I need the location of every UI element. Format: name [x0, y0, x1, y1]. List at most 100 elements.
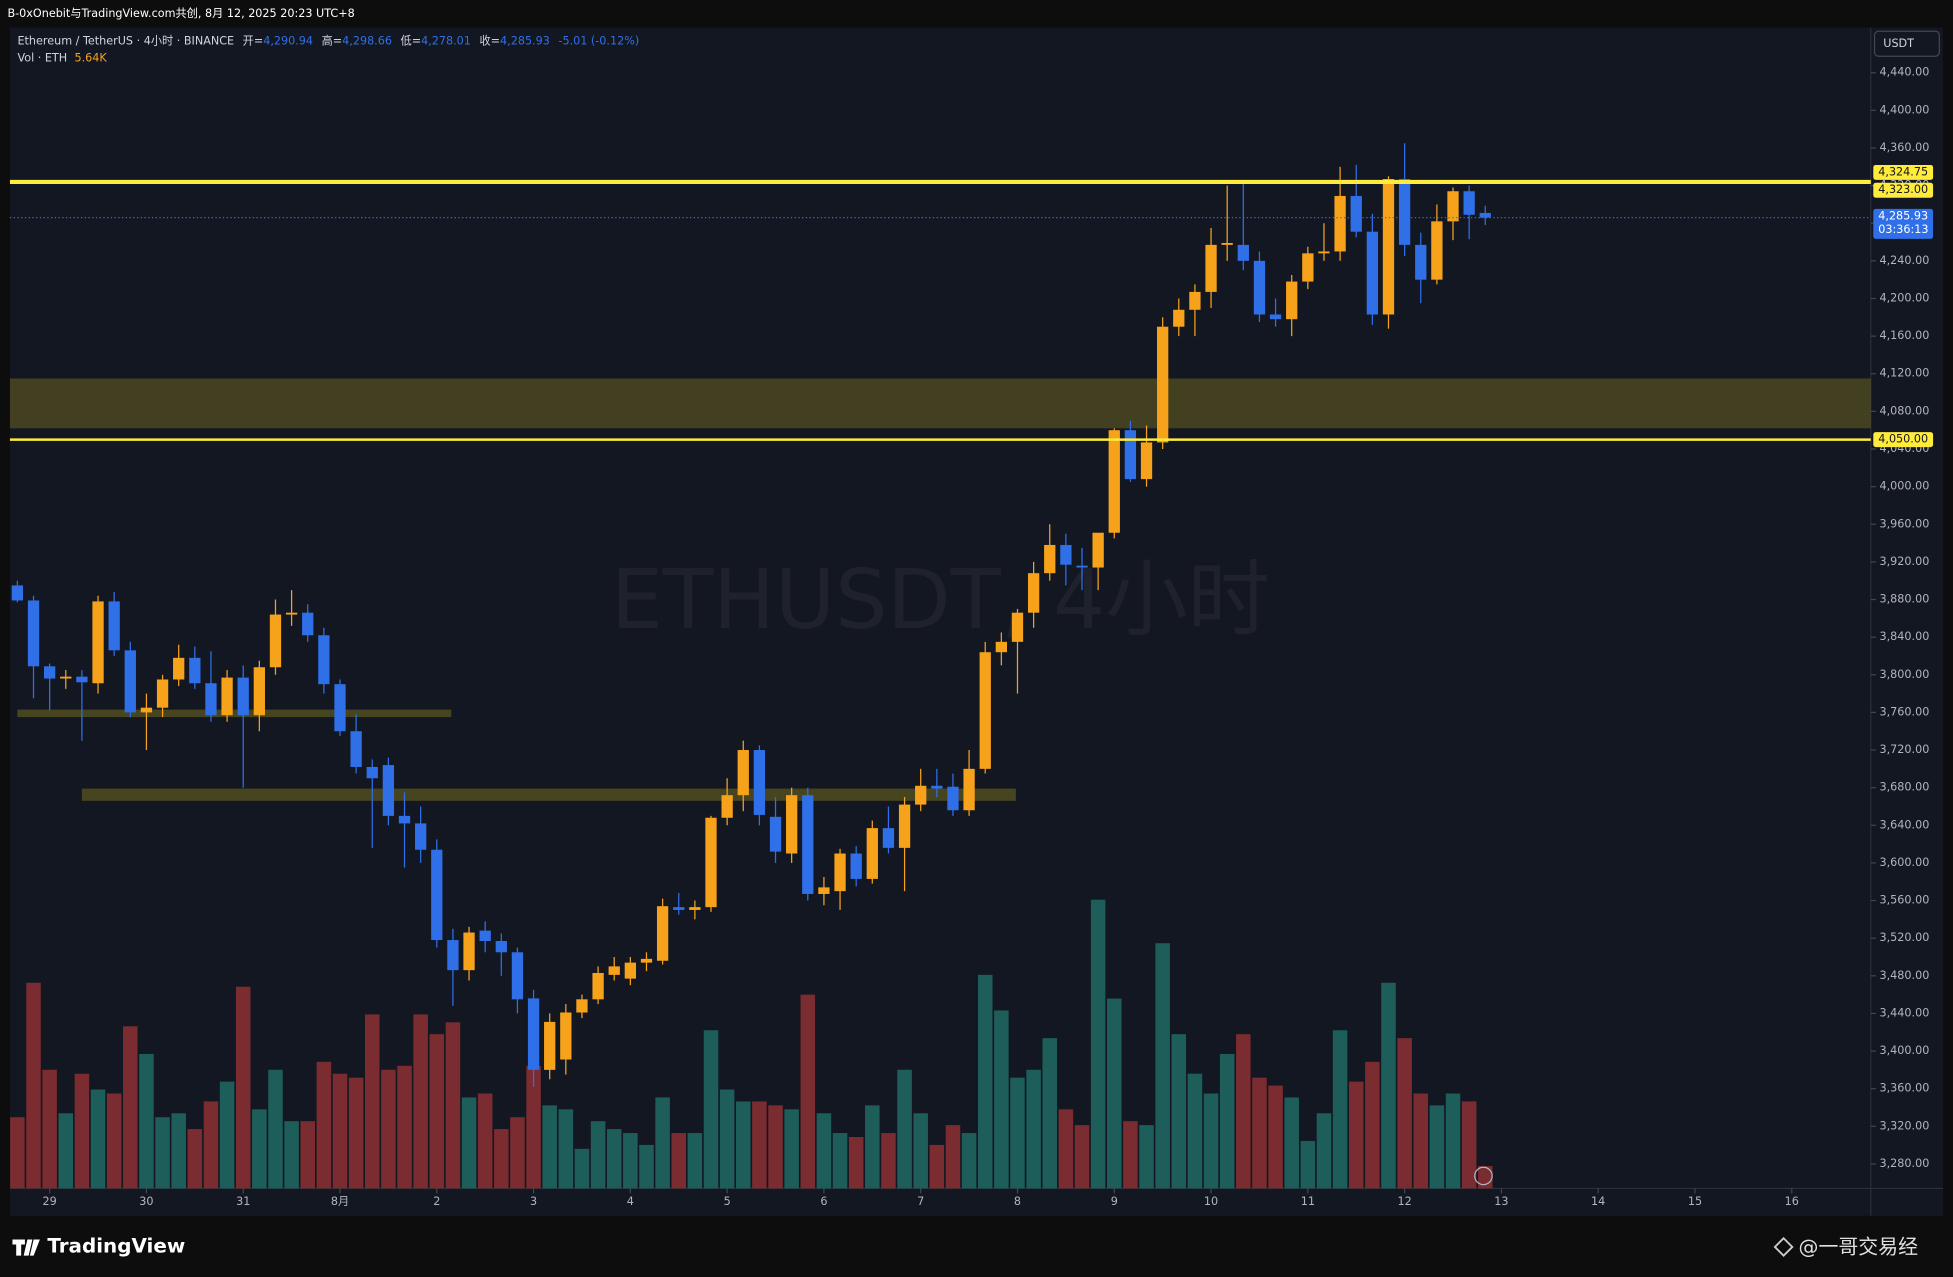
currency-box[interactable] — [1873, 30, 1940, 57]
volume-bar — [800, 994, 816, 1189]
candle-body — [1269, 314, 1282, 320]
volume-bar — [1381, 982, 1396, 1189]
volume-bar — [413, 1014, 428, 1189]
y-tick-label: 4,440.00 — [1880, 66, 1930, 79]
y-tick-label: 4,080.00 — [1880, 404, 1930, 417]
volume-bar — [316, 1061, 332, 1189]
volume-bar — [703, 1030, 719, 1189]
volume-bar — [526, 1065, 541, 1189]
x-tick-label: 8月 — [331, 1195, 349, 1208]
x-tick-label: 5 — [724, 1195, 731, 1208]
candle-body — [11, 585, 24, 601]
candle-body — [1366, 231, 1379, 315]
close-value: 4,285.93 — [500, 34, 550, 47]
volume-bar — [897, 1069, 912, 1189]
candle-body — [544, 1021, 556, 1070]
volume-bar — [348, 1077, 364, 1189]
candle-body — [576, 999, 588, 1013]
volume-bar — [1236, 1034, 1251, 1189]
credit-icon — [1773, 1236, 1794, 1257]
volume-bar — [1445, 1093, 1461, 1189]
volume-bar — [929, 1144, 945, 1189]
candle-body — [27, 600, 40, 667]
zone — [9, 378, 1871, 429]
volume-bar — [203, 1101, 219, 1189]
candle-body — [1173, 309, 1185, 327]
candle-body — [1382, 179, 1395, 315]
currency-label[interactable]: USDT — [1883, 37, 1914, 50]
volume-bar — [1365, 1061, 1380, 1189]
volume-bar — [1284, 1097, 1299, 1189]
candle-body — [737, 750, 749, 796]
candle-body — [205, 683, 217, 716]
volume-bar — [1203, 1093, 1219, 1189]
volume-bar — [994, 1010, 1009, 1189]
candle-body — [802, 795, 814, 894]
level-tag — [1873, 182, 1934, 198]
volume-bar — [494, 1129, 509, 1189]
x-tick-label: 10 — [1204, 1195, 1218, 1208]
candle-body — [447, 940, 459, 971]
y-tick-label: 3,720.00 — [1880, 743, 1930, 756]
x-tick-label: 8 — [1014, 1195, 1021, 1208]
y-tick-label: 3,800.00 — [1880, 668, 1930, 681]
volume-bar — [397, 1065, 412, 1189]
change-value: -5.01 (-0.12%) — [558, 34, 639, 47]
candle-body — [1221, 242, 1233, 245]
candle-body — [1479, 212, 1491, 218]
volume-bar — [945, 1125, 961, 1189]
candle-body — [398, 815, 411, 824]
x-tick-label: 4 — [627, 1195, 634, 1208]
candle-body — [479, 930, 491, 941]
y-tick-label: 4,200.00 — [1880, 291, 1930, 304]
volume-bar — [1252, 1077, 1267, 1189]
volume-bar — [300, 1121, 315, 1189]
ohlc-header: Ethereum / TetherUS · 4小时 · BINANCE 开=4,… — [17, 33, 639, 47]
volume-bar — [1461, 1101, 1477, 1189]
candle-body — [995, 641, 1007, 653]
candle-body — [1253, 260, 1266, 315]
volume-bar — [58, 1113, 74, 1189]
candle-body — [318, 635, 330, 685]
volume-bar — [252, 1109, 267, 1189]
x-tick-label: 3 — [530, 1195, 537, 1208]
volume-bar — [1090, 899, 1106, 1189]
candle-body — [463, 932, 475, 971]
volume-bar — [671, 1133, 686, 1189]
candle-body — [721, 795, 733, 818]
level-label: 4,323.00 — [1878, 183, 1928, 196]
y-tick-label: 3,560.00 — [1880, 894, 1930, 907]
candle-body — [947, 786, 959, 811]
volume-bar — [1058, 1109, 1074, 1189]
candle-body — [1431, 221, 1443, 280]
y-tick-label: 3,880.00 — [1880, 593, 1930, 606]
candle-body — [882, 828, 895, 848]
candle-body — [866, 828, 878, 879]
candle-body — [1189, 291, 1201, 310]
footer: TradingView @一哥交易经 — [12, 1234, 1918, 1259]
volume-bar — [832, 1133, 848, 1189]
high-value: 4,298.66 — [342, 34, 392, 47]
x-tick-label: 31 — [236, 1195, 250, 1208]
candle-body — [1108, 430, 1120, 533]
y-tick-label: 3,280.00 — [1880, 1157, 1930, 1170]
volume-bar — [171, 1113, 186, 1189]
candle-body — [124, 650, 136, 713]
y-tick-label: 4,360.00 — [1880, 141, 1930, 154]
candle-body — [1092, 532, 1104, 568]
candle-body — [431, 849, 443, 941]
last-price-label: 4,285.93 — [1878, 209, 1928, 222]
candle-body — [269, 614, 282, 668]
candle-body — [640, 958, 653, 963]
candle-body — [1286, 281, 1298, 320]
candle-body — [1318, 251, 1330, 254]
volume-bar — [1026, 1069, 1041, 1189]
candle-body — [334, 684, 346, 732]
last-price-tag — [1873, 208, 1934, 239]
level-tag — [1873, 432, 1934, 448]
volume-bar — [1171, 1034, 1187, 1189]
candle-body — [189, 657, 201, 684]
countdown-label: 03:36:13 — [1878, 223, 1928, 236]
volume-bar — [606, 1129, 622, 1189]
volume-value: 5.64K — [74, 52, 107, 65]
